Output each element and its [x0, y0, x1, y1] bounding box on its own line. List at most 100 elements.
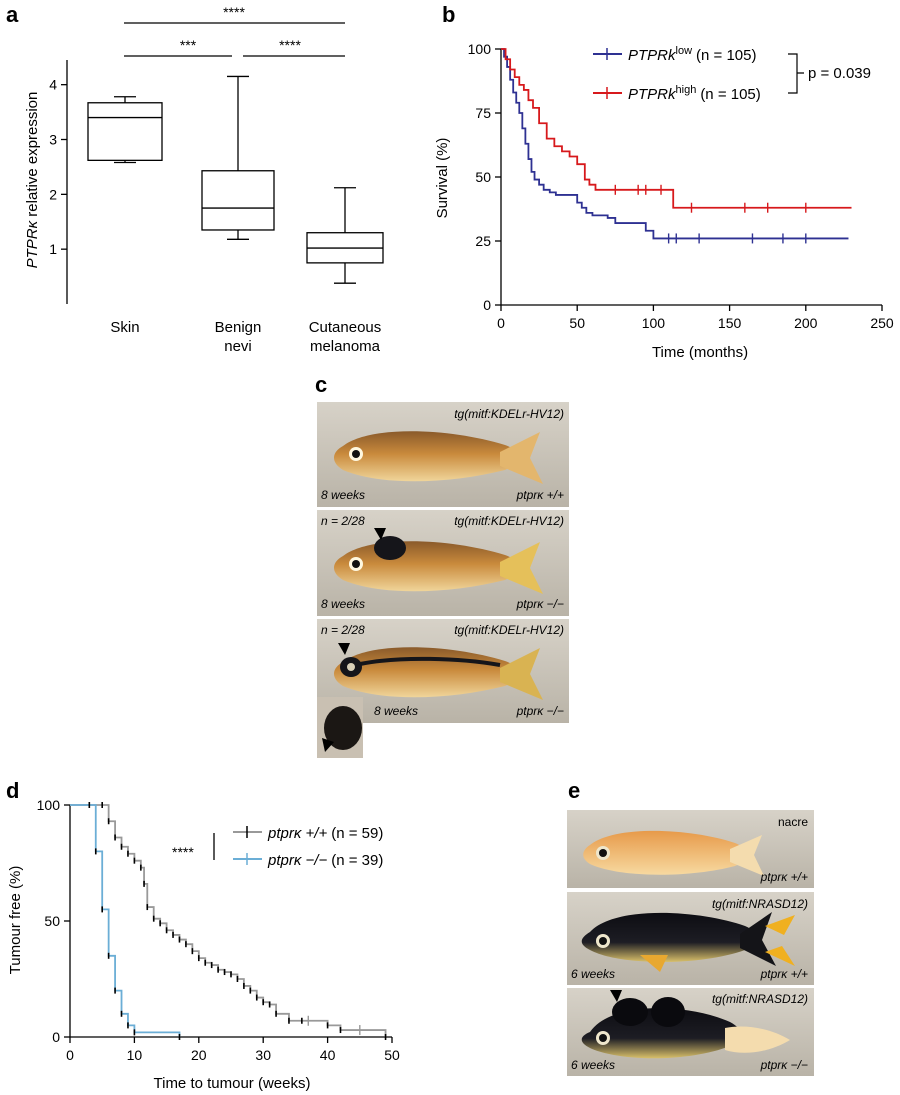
fish-tail	[730, 835, 764, 876]
fish-eye	[347, 663, 355, 671]
panel-letter-c: c	[315, 372, 327, 397]
panel-b-xlabel: Time (months)	[652, 344, 748, 361]
x-tick-label: 0	[497, 315, 505, 331]
box-iqr	[201, 170, 275, 231]
panel-d-significance: ****	[172, 844, 194, 860]
photo-ptprk-label: ptprκ −/−	[760, 1058, 808, 1072]
panel-d-axes: 0 50 100 0 10 20 30 40 50	[37, 797, 400, 1063]
photo-genotype-label: tg(mitf:NRASD12)	[712, 897, 808, 911]
fish-tail	[500, 542, 543, 594]
panel-e-photo-1: nacre ptprκ +/+	[567, 810, 814, 888]
survival-curve-0	[501, 48, 849, 240]
x-category-line: Cutaneous	[309, 319, 382, 336]
photo-genotype-label: nacre	[778, 815, 808, 829]
photo-age-label: 8 weeks	[321, 488, 365, 502]
y-tick-label: 1	[49, 241, 57, 257]
photo-age-label: 8 weeks	[374, 704, 418, 718]
legend-label-high: PTPRkhigh (n = 105)	[628, 84, 761, 103]
photo-genotype-label: tg(mitf:KDELr-HV12)	[454, 407, 564, 421]
panel-a-ylabel: PTPRκ relative expression	[24, 92, 41, 269]
y-tick-label: 0	[483, 297, 491, 313]
panel-e: e nacre ptprκ +/+ tg(mitf:NRASD12) 6 wee…	[567, 778, 814, 1076]
inset-lesion	[324, 706, 362, 750]
photo-age-label: 8 weeks	[321, 597, 365, 611]
box-iqr	[87, 102, 163, 161]
panel-a: a 1 2 3 4 Skin Benign nevi Cutaneous melanoma **…	[6, 2, 384, 355]
ylabel-gene: PTPRκ	[24, 219, 41, 268]
fish-body	[581, 912, 758, 962]
x-tick-label: 200	[794, 315, 818, 331]
fish-tail	[500, 648, 543, 700]
panel-b-axes: 0 25 50 75 100 0 50 100 150 200 250	[468, 41, 894, 331]
y-tick-label: 25	[475, 233, 491, 249]
panel-d-ylabel: Tumour free (%)	[7, 866, 24, 975]
panel-b-curves	[501, 48, 852, 244]
photo-ptprk-label: ptprκ +/+	[760, 870, 808, 884]
x-category-label: Skin	[110, 319, 139, 336]
fish-pupil	[599, 849, 607, 857]
panel-a-boxes	[87, 75, 384, 284]
x-category-line: melanoma	[310, 338, 381, 355]
photo-genotype-label: tg(mitf:KDELr-HV12)	[454, 514, 564, 528]
fish-pupil	[352, 450, 360, 458]
panel-d-legend: **** ptprκ +/+ (n = 59) ptprκ −/− (n = 39)	[172, 825, 383, 869]
survival-curve-1	[501, 48, 852, 209]
sig-label-skin-nevi: ***	[180, 37, 197, 53]
x-tick-label: 100	[642, 315, 666, 331]
fish-fin	[640, 955, 668, 972]
panel-d: d 0 50 100 0 10 20 30 40 50 Tumour free (%) Time…	[6, 778, 400, 1092]
x-category-line: Skin	[110, 319, 139, 336]
x-tick-label: 50	[384, 1047, 400, 1063]
y-tick-label: 0	[52, 1029, 60, 1045]
y-tick-label: 3	[49, 132, 57, 148]
fish-pupil	[599, 1034, 607, 1042]
panel-a-axes: 1 2 3 4 Skin Benign nevi Cutaneous melanoma	[49, 60, 381, 355]
x-tick-label: 10	[127, 1047, 143, 1063]
panel-c-photo-3: n = 2/28 tg(mitf:KDELr-HV12) 8 weeks ptp…	[317, 619, 569, 758]
survival-curve-1	[70, 804, 181, 1037]
arrowhead-icon	[610, 990, 622, 1002]
photo-ptprk-label: ptprκ −/−	[516, 704, 564, 718]
fish-pupil	[352, 560, 360, 568]
photo-count-label: n = 2/28	[321, 623, 365, 637]
panel-b-legend: PTPRklow (n = 105) PTPRkhigh (n = 105) p =…	[593, 45, 871, 103]
arrowhead-icon	[374, 528, 386, 540]
y-tick-label: 4	[49, 77, 57, 93]
panel-b-ylabel: Survival (%)	[434, 138, 451, 219]
tumour-mass	[612, 998, 648, 1026]
y-tick-label: 75	[475, 105, 491, 121]
tumour-mass	[651, 997, 685, 1027]
panel-a-significance: **** *** ****	[124, 4, 345, 57]
photo-age-label: 6 weeks	[571, 1058, 615, 1072]
x-category-line: nevi	[224, 338, 252, 355]
panel-c-photo-1: tg(mitf:KDELr-HV12) 8 weeks ptprκ +/+	[317, 402, 569, 507]
fish-fin	[765, 915, 795, 935]
x-tick-label: 0	[66, 1047, 74, 1063]
fish-body	[333, 431, 519, 482]
photo-age-label: 6 weeks	[571, 967, 615, 981]
panel-c-photo-2: n = 2/28 tg(mitf:KDELr-HV12) 8 weeks ptp…	[317, 510, 569, 616]
panel-e-photo-3: tg(mitf:NRASD12) 6 weeks ptprκ −/−	[567, 988, 814, 1076]
sig-label-nevi-melanoma: ****	[279, 37, 301, 53]
fish-stripe	[359, 656, 501, 667]
inset-arrowhead-icon	[322, 738, 334, 752]
fish-body	[583, 830, 746, 875]
x-tick-label: 30	[255, 1047, 271, 1063]
x-tick-label: 150	[718, 315, 742, 331]
fish-fin	[765, 946, 795, 966]
panel-letter-d: d	[6, 778, 19, 803]
y-tick-label: 50	[475, 169, 491, 185]
y-tick-label: 50	[44, 913, 60, 929]
x-tick-label: 40	[320, 1047, 336, 1063]
ylabel-rest: relative expression	[24, 92, 41, 221]
legend-label-ko: ptprκ −/− (n = 39)	[267, 852, 383, 869]
x-tick-label: 50	[569, 315, 585, 331]
photo-count-label: n = 2/28	[321, 514, 365, 528]
x-category-line: Benign	[215, 319, 262, 336]
panel-letter-e: e	[568, 778, 580, 803]
x-category-label: Benign nevi	[215, 319, 262, 355]
legend-label-wt: ptprκ +/+ (n = 59)	[267, 825, 383, 842]
panel-b: b 0 25 50 75 100 0 50 100 150 200 250 Survival (%)…	[434, 2, 894, 361]
panel-letter-a: a	[6, 2, 19, 27]
